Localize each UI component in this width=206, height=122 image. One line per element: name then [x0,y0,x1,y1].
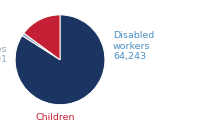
Text: Spouses
801: Spouses 801 [0,45,7,64]
Wedge shape [22,33,60,60]
Text: Children
11,400: Children 11,400 [35,113,75,122]
Wedge shape [15,15,104,105]
Text: Disabled
workers
64,243: Disabled workers 64,243 [112,31,153,61]
Wedge shape [24,15,60,60]
